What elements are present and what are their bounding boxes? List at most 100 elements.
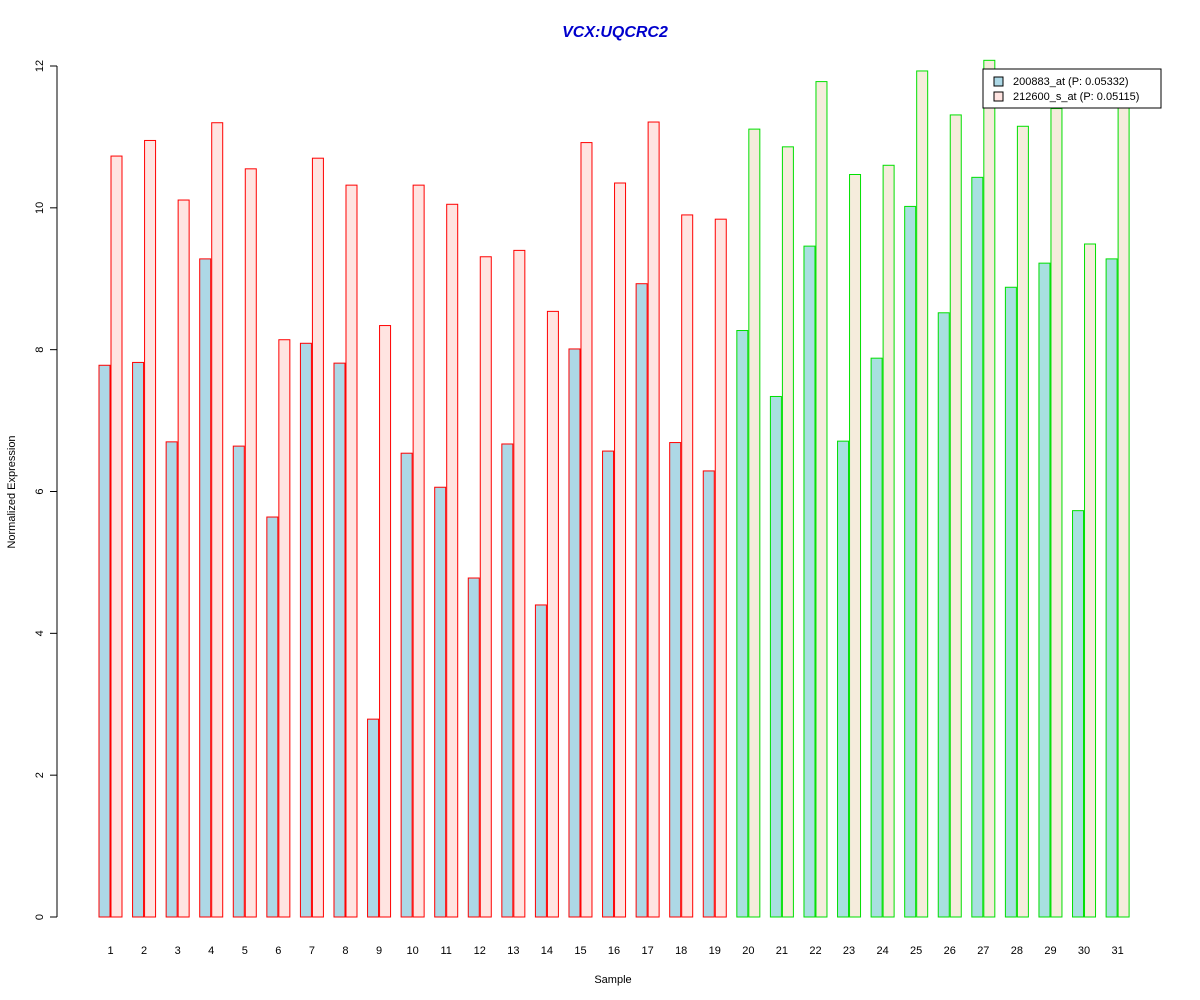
bar-sample-30-series-2 <box>1084 243 1097 918</box>
x-tick-label: 22 <box>809 945 821 957</box>
bar-sample-21-series-1 <box>769 395 782 918</box>
y-tick-label: 6 <box>34 488 46 494</box>
bar-sample-4-series-2 <box>211 122 224 918</box>
y-tick-label: 12 <box>34 60 46 72</box>
legend-box <box>982 68 1162 109</box>
x-tick-label: 19 <box>709 945 721 957</box>
x-tick-label: 13 <box>507 945 519 957</box>
bar-sample-17-series-1 <box>635 283 648 918</box>
x-tick-label: 21 <box>776 945 788 957</box>
bar-sample-7-series-1 <box>299 342 312 918</box>
bar-sample-6-series-1 <box>266 516 279 918</box>
bar-sample-19-series-1 <box>702 470 715 918</box>
x-tick-label: 27 <box>977 945 989 957</box>
bar-sample-3-series-1 <box>165 441 178 918</box>
bar-sample-2-series-2 <box>144 139 157 918</box>
bar-sample-3-series-2 <box>177 199 190 918</box>
x-tick-labels: 1 2 3 4 5 6 7 8 9 10 11 12 13 14 15 16 17 18 19 20 21 22 23 24 2… <box>107 945 1123 957</box>
x-axis-label: Sample <box>594 974 631 986</box>
bar-sample-29-series-1 <box>1038 262 1051 918</box>
bar-sample-13-series-2 <box>513 249 526 918</box>
x-tick-label: 18 <box>675 945 687 957</box>
y-tick-label: 2 <box>34 772 46 778</box>
x-tick-label: 23 <box>843 945 855 957</box>
x-tick-label: 24 <box>876 945 888 957</box>
y-tick-label: 4 <box>34 630 46 636</box>
x-tick-label: 26 <box>944 945 956 957</box>
bar-sample-16-series-2 <box>614 182 627 918</box>
legend-label-series-2: 212600_s_at (P: 0.05115) <box>1013 91 1139 103</box>
bar-sample-5-series-2 <box>244 168 257 918</box>
x-tick-label: 12 <box>474 945 486 957</box>
bar-sample-5-series-1 <box>232 445 245 918</box>
bar-sample-17-series-2 <box>647 121 660 918</box>
bar-sample-21-series-2 <box>781 146 794 918</box>
bars-group <box>98 59 1130 918</box>
x-tick-label: 29 <box>1044 945 1056 957</box>
bar-sample-22-series-2 <box>815 81 828 918</box>
x-tick-label: 14 <box>541 945 553 957</box>
bar-sample-24-series-2 <box>882 164 895 918</box>
bar-sample-20-series-2 <box>748 128 761 918</box>
bar-sample-20-series-1 <box>736 330 749 918</box>
bar-sample-27-series-2 <box>983 59 996 918</box>
chart-title: VCX:UQCRC2 <box>562 24 668 41</box>
x-tick-label: 7 <box>309 945 315 957</box>
bar-sample-25-series-1 <box>904 205 917 918</box>
bar-sample-16-series-1 <box>602 450 615 918</box>
bar-sample-1-series-1 <box>98 364 111 918</box>
y-axis: 0 2 4 6 8 10 12 <box>34 60 58 920</box>
bar-sample-31-series-2 <box>1117 106 1130 918</box>
bar-sample-2-series-1 <box>132 361 145 918</box>
bar-sample-12-series-2 <box>479 256 492 918</box>
bar-sample-23-series-1 <box>837 440 850 918</box>
legend-label-series-1: 200883_at (P: 0.05332) <box>1013 76 1129 88</box>
bar-sample-7-series-2 <box>311 157 324 918</box>
x-tick-label: 31 <box>1111 945 1123 957</box>
bar-sample-12-series-1 <box>467 577 480 918</box>
bar-sample-26-series-1 <box>937 312 950 918</box>
x-tick-label: 3 <box>175 945 181 957</box>
x-tick-label: 15 <box>574 945 586 957</box>
x-tick-label: 17 <box>641 945 653 957</box>
bar-sample-9-series-2 <box>379 325 392 918</box>
x-tick-label: 28 <box>1011 945 1023 957</box>
bar-sample-31-series-1 <box>1105 258 1118 918</box>
y-tick-label: 0 <box>34 914 46 920</box>
bar-sample-11-series-2 <box>446 203 459 918</box>
bar-sample-8-series-1 <box>333 362 346 918</box>
x-tick-label: 30 <box>1078 945 1090 957</box>
bar-sample-13-series-1 <box>501 443 514 918</box>
x-tick-label: 16 <box>608 945 620 957</box>
bar-sample-28-series-2 <box>1016 125 1029 918</box>
x-tick-label: 11 <box>440 945 451 957</box>
legend-swatch-series-2 <box>993 91 1004 102</box>
x-tick-label: 25 <box>910 945 922 957</box>
x-tick-label: 2 <box>141 945 147 957</box>
bar-sample-11-series-1 <box>434 486 447 918</box>
bar-sample-23-series-2 <box>849 174 862 918</box>
legend: 200883_at (P: 0.05332) 212600_s_at (P: 0… <box>982 68 1162 109</box>
legend-swatch-series-1 <box>993 76 1004 87</box>
bar-sample-18-series-2 <box>681 214 694 918</box>
x-tick-label: 20 <box>742 945 754 957</box>
x-tick-label: 1 <box>107 945 113 957</box>
y-tick-label: 10 <box>34 202 46 214</box>
bar-sample-26-series-2 <box>949 114 962 918</box>
bar-sample-19-series-2 <box>714 218 727 918</box>
bar-sample-9-series-1 <box>367 718 380 918</box>
x-tick-label: 8 <box>342 945 348 957</box>
bar-sample-29-series-2 <box>1050 108 1063 918</box>
bar-sample-28-series-1 <box>1004 286 1017 918</box>
bar-sample-27-series-1 <box>971 176 984 918</box>
bar-sample-24-series-1 <box>870 357 883 918</box>
bar-sample-22-series-1 <box>803 245 816 918</box>
x-tick-label: 6 <box>275 945 281 957</box>
bar-sample-8-series-2 <box>345 184 358 918</box>
bar-sample-1-series-2 <box>110 155 123 918</box>
bar-sample-10-series-1 <box>400 452 413 918</box>
x-tick-label: 10 <box>407 945 419 957</box>
y-axis-label: Normalized Expression <box>6 435 18 548</box>
bar-sample-15-series-1 <box>568 348 581 918</box>
x-tick-label: 9 <box>376 945 382 957</box>
